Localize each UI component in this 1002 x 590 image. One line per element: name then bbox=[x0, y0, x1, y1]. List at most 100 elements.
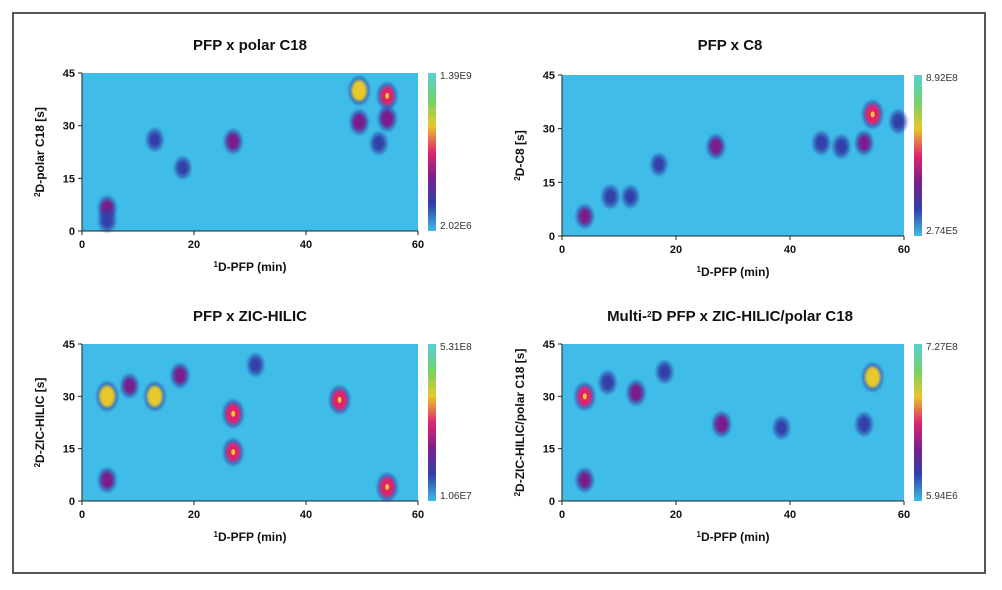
x-tick-label: 40 bbox=[300, 509, 312, 521]
peak bbox=[815, 135, 828, 151]
colorbar-min-label: 2.02E6 bbox=[440, 221, 472, 232]
y-tick-label: 45 bbox=[63, 339, 75, 351]
x-tick-label: 60 bbox=[898, 509, 910, 521]
colorbar bbox=[914, 75, 922, 236]
panel-4: Multi-2D PFP x ZIC-HILIC/polar C18 0 20 40 6… bbox=[513, 308, 959, 544]
colorbar bbox=[428, 344, 436, 501]
x-tick-label: 60 bbox=[412, 509, 424, 521]
plot-area bbox=[562, 344, 904, 501]
peak bbox=[659, 364, 671, 380]
y-axis-label: 2D-ZIC-HILIC [s] bbox=[33, 378, 48, 468]
peak bbox=[123, 377, 136, 394]
peak bbox=[709, 138, 723, 155]
peak bbox=[625, 189, 636, 204]
y-tick-label: 30 bbox=[63, 391, 75, 403]
y-tick-label: 0 bbox=[549, 231, 555, 243]
x-tick-label: 0 bbox=[79, 509, 85, 521]
y-tick-label: 15 bbox=[543, 444, 555, 456]
peak bbox=[629, 384, 643, 402]
y-tick-label: 30 bbox=[63, 121, 75, 133]
peak bbox=[892, 113, 905, 130]
peak bbox=[578, 472, 591, 489]
panel-3: PFP x ZIC-HILIC 0 20 40 60 0 15 30 45 1D-PFP (min… bbox=[33, 308, 473, 544]
peak bbox=[835, 138, 848, 155]
x-axis-label: 1D-PFP (min) bbox=[214, 530, 287, 545]
peak bbox=[373, 135, 385, 151]
peak-core bbox=[231, 410, 236, 417]
y-tick-label: 0 bbox=[69, 226, 75, 238]
peak bbox=[604, 188, 617, 205]
x-tick-label: 20 bbox=[188, 239, 200, 251]
peak-core bbox=[870, 374, 875, 381]
y-axis-label: 2D-ZIC-HILIC/polar C18 [s] bbox=[513, 349, 528, 497]
peak bbox=[177, 160, 189, 175]
peak bbox=[101, 212, 113, 229]
peak-core bbox=[337, 396, 342, 403]
peak bbox=[858, 134, 871, 151]
y-tick-label: 0 bbox=[69, 496, 75, 508]
x-tick-label: 20 bbox=[670, 244, 682, 256]
figure-frame bbox=[12, 12, 986, 574]
peak bbox=[352, 113, 366, 131]
plot-area bbox=[562, 75, 904, 236]
y-tick-label: 15 bbox=[543, 177, 555, 189]
x-axis-label: 1D-PFP (min) bbox=[697, 530, 770, 545]
y-tick-label: 30 bbox=[543, 124, 555, 136]
peak-core bbox=[385, 92, 390, 99]
chart-title: PFP x polar C18 bbox=[193, 37, 307, 54]
peak-core bbox=[870, 111, 875, 118]
chart-title: PFP x ZIC-HILIC bbox=[193, 308, 307, 325]
colorbar-max-label: 1.39E9 bbox=[440, 71, 472, 82]
colorbar-max-label: 8.92E8 bbox=[926, 73, 958, 84]
y-tick-label: 45 bbox=[63, 68, 75, 80]
peak-core bbox=[105, 393, 110, 400]
peak-core bbox=[231, 449, 236, 456]
peak-core bbox=[357, 87, 362, 94]
colorbar bbox=[914, 344, 922, 501]
peak bbox=[776, 420, 787, 435]
panel-1: PFP x polar C18 0 20 40 60 0 15 30 45 1D-PFP (min… bbox=[33, 37, 473, 274]
colorbar-min-label: 1.06E7 bbox=[440, 491, 472, 502]
colorbar-max-label: 5.31E8 bbox=[440, 342, 472, 353]
x-axis-label: 1D-PFP (min) bbox=[214, 260, 287, 275]
peak bbox=[653, 157, 665, 172]
x-tick-label: 20 bbox=[670, 509, 682, 521]
x-axis-label: 1D-PFP (min) bbox=[697, 265, 770, 280]
y-axis-label: 2D-C8 [s] bbox=[513, 130, 528, 180]
x-tick-label: 0 bbox=[559, 244, 565, 256]
peak bbox=[858, 416, 870, 432]
peak bbox=[149, 132, 161, 148]
peak bbox=[715, 415, 728, 433]
peak bbox=[173, 367, 187, 384]
y-tick-label: 45 bbox=[543, 70, 555, 82]
chart-title: PFP x C8 bbox=[698, 37, 763, 54]
x-tick-label: 40 bbox=[784, 244, 796, 256]
y-tick-label: 0 bbox=[549, 496, 555, 508]
colorbar-max-label: 7.27E8 bbox=[926, 342, 958, 353]
colorbar-min-label: 5.94E6 bbox=[926, 491, 958, 502]
y-axis-label: 2D-polar C18 [s] bbox=[33, 107, 48, 197]
y-tick-label: 30 bbox=[543, 391, 555, 403]
panel-2: PFP x C8 0 20 40 60 0 15 30 45 1D-PFP (min) 2D-C8 … bbox=[513, 37, 959, 279]
peak bbox=[101, 471, 114, 489]
x-tick-label: 60 bbox=[412, 239, 424, 251]
peak bbox=[601, 374, 614, 391]
peak-core bbox=[385, 484, 390, 491]
peak bbox=[227, 133, 240, 150]
colorbar-min-label: 2.74E5 bbox=[926, 226, 958, 237]
y-tick-label: 15 bbox=[63, 444, 75, 456]
x-tick-label: 60 bbox=[898, 244, 910, 256]
x-tick-label: 0 bbox=[559, 509, 565, 521]
chart-title: Multi-2D PFP x ZIC-HILIC/polar C18 bbox=[607, 308, 853, 325]
x-tick-label: 20 bbox=[188, 509, 200, 521]
y-tick-label: 45 bbox=[543, 339, 555, 351]
peak-core bbox=[152, 393, 157, 400]
peak-core bbox=[582, 393, 587, 400]
peak bbox=[578, 208, 591, 225]
peak bbox=[380, 110, 394, 128]
peak bbox=[250, 357, 262, 373]
colorbar bbox=[428, 73, 436, 231]
x-tick-label: 40 bbox=[300, 239, 312, 251]
x-tick-label: 0 bbox=[79, 239, 85, 251]
